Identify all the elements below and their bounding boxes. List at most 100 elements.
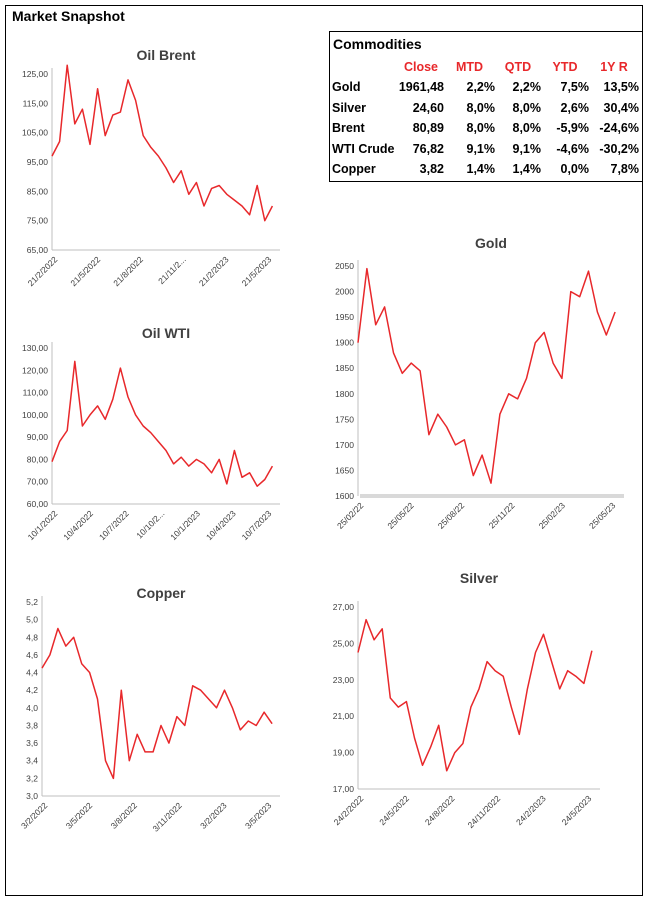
copper-y-tick-label: 4,0	[26, 703, 38, 713]
cell-ytd: 2,6%	[560, 100, 590, 115]
copper-y-tick-label: 5,0	[26, 615, 38, 625]
silver-x-tick-label: 24/11/2022	[465, 793, 502, 830]
copper-y-tick-label: 3,0	[26, 791, 38, 801]
cell-close: 1961,48	[398, 80, 444, 95]
cell-ytd: -5,9%	[556, 121, 589, 136]
oil-wti-y-tick-label: 90,00	[27, 432, 49, 442]
commodities-title: Commodities	[333, 36, 422, 52]
copper-chart-svg: Copper 3,0 3,2 3,4 3,6 3,8 4,0 4,2 4,4 4,6 4,8 5,0 5…	[19, 585, 280, 834]
commodities-table: Close MTD QTD YTD 1Y R Gold 1961,48 2,2%…	[332, 57, 639, 180]
cell-1yr: 30,4%	[603, 100, 639, 115]
gold-y-tick-label: 1800	[335, 389, 354, 399]
table-row: WTI Crude 76,82 9,1% 9,1% -4,6% -30,2%	[332, 139, 639, 160]
row-name: Brent	[332, 121, 365, 136]
copper-x-tick-label: 3/11/2022	[150, 800, 184, 834]
oil-wti-x-tick-label: 10/1/2022	[26, 508, 60, 542]
copper-y-tick-label: 4,8	[26, 632, 38, 642]
table-header-row: Close MTD QTD YTD 1Y R	[332, 57, 639, 77]
silver-y-tick-label: 19,00	[333, 748, 355, 758]
copper-x-tick-label: 3/8/2022	[109, 800, 140, 831]
oil-wti-x-tick-label: 10/7/2022	[97, 508, 131, 542]
copper-y-tick-label: 3,2	[26, 773, 38, 783]
oil-brent-x-tick-label: 21/2/2023	[197, 254, 231, 288]
cell-mtd: 1,4%	[466, 162, 496, 177]
silver-x-tick-label: 24/2/2022	[332, 793, 366, 827]
oil-brent-y-tick-label: 125,00	[22, 69, 48, 79]
oil-wti-x-tick-label: 10/4/2023	[204, 508, 238, 542]
silver-x-tick-label: 24/5/2023	[560, 793, 594, 827]
oil-wti-y-tick-label: 70,00	[27, 477, 49, 487]
page-frame	[5, 5, 643, 896]
copper-y-tick-label: 4,2	[26, 685, 38, 695]
header-qtd: QTD	[504, 60, 532, 74]
cell-qtd: 9,1%	[512, 141, 542, 156]
silver-y-tick-label: 17,00	[333, 784, 355, 794]
header-mtd: MTD	[455, 60, 484, 74]
row-name: Copper	[332, 162, 376, 177]
silver-y-tick-label: 27,00	[333, 602, 355, 612]
header-name-cell	[332, 57, 398, 77]
cell-mtd: 9,1%	[466, 141, 496, 156]
gold-x-tick-label: 25/05/22	[385, 500, 416, 531]
oil-brent-y-tick-label: 95,00	[27, 157, 49, 167]
oil-brent-y-tick-label: 85,00	[27, 186, 49, 196]
silver-x-tick-label: 24/8/2022	[423, 793, 457, 827]
gold-y-tick-label: 1600	[335, 491, 354, 501]
copper-y-tick-label: 4,4	[26, 668, 38, 678]
oil-wti-y-tick-label: 120,00	[22, 365, 48, 375]
table-row: Copper 3,82 1,4% 1,4% 0,0% 7,8%	[332, 159, 639, 180]
cell-ytd: 0,0%	[560, 162, 590, 177]
silver-y-tick-label: 23,00	[333, 675, 355, 685]
gold-x-tick-label: 25/05/23	[587, 500, 618, 531]
cell-ytd: -4,6%	[556, 141, 589, 156]
oil-brent-series-line	[51, 64, 274, 222]
cell-qtd: 8,0%	[512, 100, 542, 115]
row-name: Silver	[332, 100, 367, 115]
copper-y-tick-label: 3,4	[26, 756, 38, 766]
copper-title: Copper	[137, 585, 187, 601]
cell-1yr: 13,5%	[603, 80, 639, 95]
row-name: Gold	[332, 80, 361, 95]
silver-title: Silver	[460, 570, 499, 586]
copper-x-tick-label: 3/5/2023	[243, 800, 274, 831]
copper-y-tick-label: 5,2	[26, 597, 38, 607]
gold-y-tick-label: 1700	[335, 440, 354, 450]
copper-x-tick-label: 3/2/2023	[198, 800, 229, 831]
oil-brent-chart-svg: Oil Brent 65,00 75,00 85,00 95,00 105,00 115,0…	[22, 47, 280, 288]
cell-close: 3,82	[419, 162, 444, 177]
copper-x-tick-label: 3/5/2022	[64, 800, 95, 831]
gold-y-tick-label: 1650	[335, 465, 354, 475]
oil-brent-chart: Oil Brent 65,00 75,00 85,00 95,00 105,00 115,0…	[8, 40, 290, 302]
cell-close: 80,89	[412, 121, 444, 136]
gold-y-tick-label: 1950	[335, 312, 354, 322]
gold-x-tick-label: 25/02/23	[537, 500, 568, 531]
header-1yr: 1Y R	[600, 60, 628, 74]
page-title: Market Snapshot	[12, 8, 125, 24]
gold-title: Gold	[475, 235, 507, 251]
oil-brent-y-tick-label: 75,00	[27, 216, 49, 226]
oil-wti-title: Oil WTI	[142, 325, 190, 341]
cell-qtd: 1,4%	[512, 162, 542, 177]
table-row: Brent 80,89 8,0% 8,0% -5,9% -24,6%	[332, 118, 639, 139]
cell-close: 24,60	[412, 100, 444, 115]
oil-wti-x-tick-label: 10/4/2022	[61, 508, 95, 542]
header-ytd: YTD	[552, 60, 578, 74]
oil-wti-y-tick-label: 80,00	[27, 454, 49, 464]
oil-brent-title: Oil Brent	[136, 47, 195, 63]
gold-series-line	[357, 267, 616, 484]
gold-chart: Gold 1600 1650 1700 1750 1800 1850 1900 1950 2000…	[318, 228, 636, 558]
oil-brent-x-tick-label: 21/8/2022	[111, 254, 145, 288]
gold-y-tick-label: 1850	[335, 363, 354, 373]
oil-brent-x-tick-label: 21/5/2022	[68, 254, 102, 288]
cell-qtd: 8,0%	[512, 121, 542, 136]
copper-series-line	[41, 627, 273, 780]
oil-brent-y-tick-label: 105,00	[22, 128, 48, 138]
oil-wti-chart-svg: Oil WTI 60,00 70,00 80,00 90,00 100,00 110,00 1…	[22, 325, 280, 542]
copper-x-tick-label: 3/2/2022	[19, 800, 50, 831]
silver-chart-svg: Silver 17,00 19,00 21,00 23,00 25,00 27,00 24/2…	[332, 570, 600, 830]
cell-close: 76,82	[412, 141, 444, 156]
cell-mtd: 2,2%	[466, 80, 496, 95]
oil-brent-x-tick-label: 21/11/2...	[156, 254, 188, 286]
cell-ytd: 7,5%	[560, 80, 590, 95]
cell-1yr: -30,2%	[599, 141, 639, 156]
